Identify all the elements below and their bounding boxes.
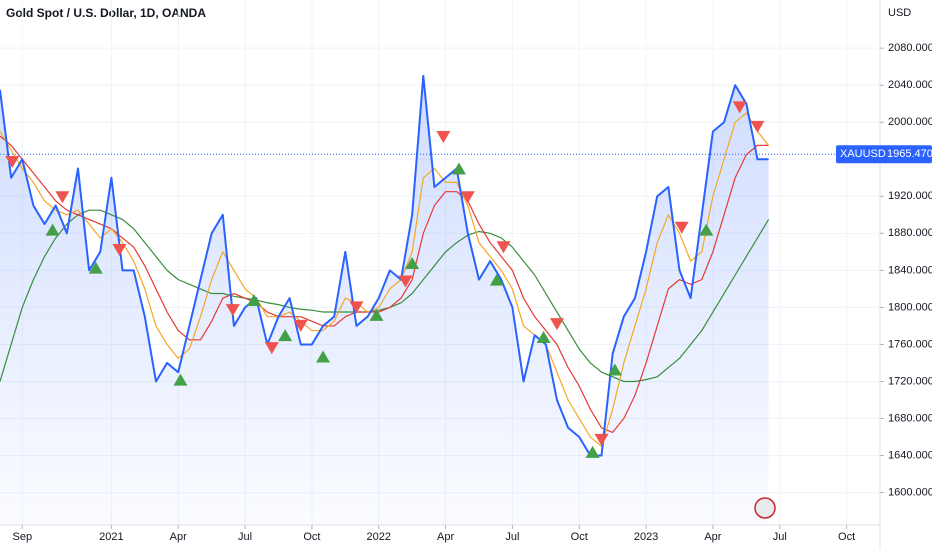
- x-tick-label: 2023: [634, 531, 658, 543]
- sell-signal: [496, 241, 511, 254]
- y-tick-label: 1680.000: [888, 412, 932, 424]
- last-price-symbol: XAUUSD: [840, 148, 886, 160]
- y-tick-label: 1760.000: [888, 338, 932, 350]
- indicator-line: [0, 112, 770, 447]
- buy-signal: [585, 445, 600, 458]
- sell-signal: [436, 131, 451, 144]
- y-tick-label: 1800.000: [888, 301, 932, 313]
- x-tick-label: Jul: [238, 531, 252, 543]
- y-tick-label: 1640.000: [888, 449, 932, 461]
- buy-signal: [489, 273, 504, 286]
- sell-signal: [349, 301, 364, 314]
- x-tick-label: Apr: [437, 531, 454, 543]
- buy-signal: [88, 261, 103, 274]
- buy-signal: [699, 223, 714, 236]
- buy-signal: [316, 350, 331, 363]
- sell-signal: [112, 244, 127, 256]
- last-price-box: [836, 145, 932, 164]
- sell-signal: [398, 275, 413, 288]
- buy-signal: [369, 308, 384, 321]
- sell-signal: [460, 191, 475, 204]
- buy-signal: [45, 223, 60, 236]
- x-tick-label: Apr: [704, 531, 721, 543]
- last-price-value: 1965.470: [887, 148, 932, 160]
- buy-signal: [278, 329, 293, 342]
- price-line: [0, 74, 769, 457]
- sell-signal: [55, 191, 70, 204]
- buy-signal: [451, 162, 466, 175]
- y-tick-label: 2040.000: [888, 79, 932, 91]
- x-tick-label: Jul: [505, 531, 519, 543]
- buy-signal: [173, 373, 188, 386]
- x-tick-label: 2021: [99, 531, 123, 543]
- y-tick-label: 2000.000: [888, 116, 932, 128]
- y-tick-label: 1880.000: [888, 227, 932, 239]
- buy-signal: [405, 256, 420, 269]
- buy-signal: [246, 294, 261, 306]
- buy-signal: [536, 331, 551, 344]
- sell-signal: [750, 120, 765, 133]
- x-tick-label: Sep: [12, 531, 32, 543]
- plot-area: [0, 0, 884, 529]
- sell-signal: [674, 221, 689, 234]
- currency-flag: [754, 497, 776, 519]
- y-tick-label: 1920.000: [888, 190, 932, 202]
- x-tick-label: 2022: [366, 531, 390, 543]
- axis-unit: USD: [888, 7, 911, 19]
- chart-title: Gold Spot / U.S. Dollar, 1D, OANDA: [6, 6, 206, 20]
- x-tick-label: Oct: [838, 531, 855, 543]
- sell-signal: [594, 433, 609, 446]
- indicator-line: [0, 135, 769, 434]
- buy-signal: [607, 363, 622, 376]
- sell-signal: [5, 156, 20, 169]
- sell-signal: [264, 342, 279, 355]
- x-tick-label: Jul: [773, 531, 787, 543]
- sell-signal: [549, 318, 564, 331]
- y-tick-label: 1720.000: [888, 375, 932, 387]
- price-area: [0, 75, 769, 525]
- y-tick-label: 1840.000: [888, 264, 932, 276]
- x-tick-label: Oct: [303, 531, 320, 543]
- y-tick-label: 1600.000: [888, 486, 932, 498]
- sell-signal: [293, 319, 308, 332]
- x-tick-label: Apr: [170, 531, 187, 543]
- y-tick-label: 2080.000: [888, 42, 932, 54]
- sell-signal: [225, 304, 240, 317]
- x-tick-label: Oct: [571, 531, 588, 543]
- sell-signal: [732, 101, 747, 114]
